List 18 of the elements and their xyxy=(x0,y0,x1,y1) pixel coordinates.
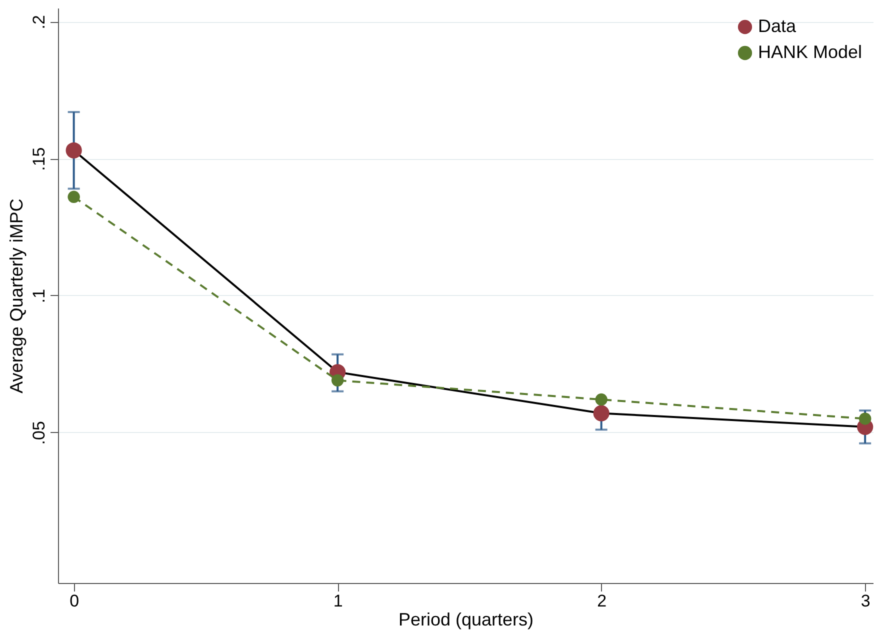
x-tick-label: 3 xyxy=(860,592,870,610)
point xyxy=(331,374,344,386)
y-tick-label: .15 xyxy=(30,147,48,171)
y-tick-label: .2 xyxy=(30,15,48,30)
point xyxy=(66,142,82,158)
y-tick-label: .05 xyxy=(30,421,48,445)
x-axis-title: Period (quarters) xyxy=(398,610,534,630)
legend-label: Data xyxy=(758,16,798,36)
point xyxy=(68,190,80,204)
x-tick-label: 2 xyxy=(597,592,607,610)
point xyxy=(593,405,610,422)
point xyxy=(858,412,872,425)
point xyxy=(595,393,608,406)
legend-label: HANK Model xyxy=(758,42,862,62)
x-tick-label: 0 xyxy=(70,592,80,610)
y-axis-title: Average Quarterly iMPC xyxy=(6,198,26,394)
y-tick-label: .1 xyxy=(30,288,48,304)
x-tick-label: 1 xyxy=(333,592,343,610)
